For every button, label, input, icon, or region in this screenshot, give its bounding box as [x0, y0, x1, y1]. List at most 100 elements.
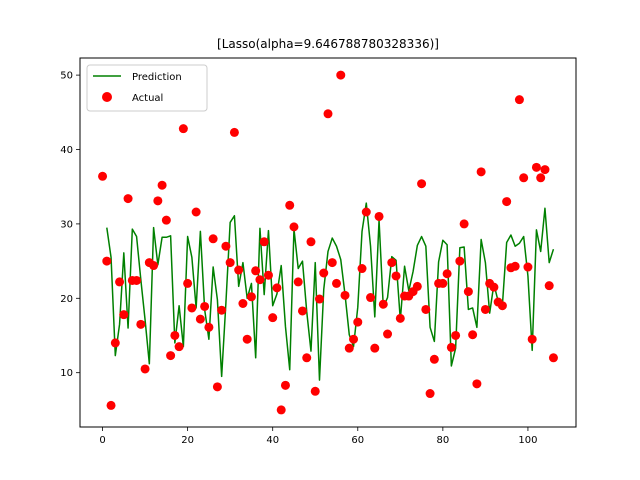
actual-point — [246, 292, 256, 302]
actual-point — [502, 197, 512, 207]
actual-point — [327, 258, 337, 268]
actual-point — [383, 329, 393, 339]
actual-point — [366, 293, 376, 303]
actual-point — [106, 400, 116, 410]
actual-point — [459, 219, 469, 229]
actual-point — [187, 303, 197, 313]
actual-point — [170, 330, 180, 340]
x-tick-label: 0 — [99, 435, 105, 446]
plot-frame — [79, 57, 577, 428]
actual-point — [429, 354, 439, 364]
actual-point — [472, 379, 482, 389]
x-tick-label: 20 — [181, 435, 194, 446]
actual-point — [463, 287, 473, 297]
actual-point — [191, 207, 201, 217]
actual-point — [132, 275, 142, 285]
actual-point — [455, 256, 465, 266]
actual-point — [468, 330, 478, 340]
actual-point — [344, 343, 354, 353]
actual-point — [340, 290, 350, 300]
y-tick-label: 50 — [60, 71, 73, 82]
x-tick-label: 60 — [351, 435, 364, 446]
actual-point — [387, 258, 397, 268]
actual-point — [195, 314, 205, 324]
ticks: 0 20 40 60 80 100 10 20 30 40 50 — [60, 71, 537, 446]
actual-point — [217, 305, 227, 315]
actual-point — [323, 109, 333, 119]
actual-point — [98, 171, 108, 181]
actual-point — [259, 237, 269, 247]
y-tick-label: 20 — [60, 294, 73, 305]
actual-point — [319, 268, 329, 278]
actual-point — [391, 271, 401, 281]
actual-point — [255, 275, 265, 285]
actual-point — [178, 124, 188, 134]
actual-point — [183, 278, 193, 288]
actual-point — [510, 261, 520, 271]
actual-point — [336, 70, 346, 80]
actual-point — [514, 95, 524, 105]
actual-point — [480, 304, 490, 314]
actual-point — [280, 380, 290, 390]
x-tick-label: 100 — [518, 435, 537, 446]
actual-point — [332, 278, 342, 288]
actual-point — [102, 256, 112, 266]
actual-point — [349, 334, 359, 344]
prediction-line — [106, 202, 555, 381]
actual-point — [221, 241, 231, 251]
actual-point — [238, 299, 248, 308]
actual-point — [378, 299, 388, 309]
actual-point — [451, 330, 461, 340]
actual-point — [438, 278, 448, 288]
actual-point — [234, 265, 244, 275]
actual-point — [115, 277, 125, 287]
actual-point — [119, 310, 129, 320]
actual-point — [310, 386, 320, 396]
actual-series — [98, 70, 558, 415]
actual-point — [285, 200, 295, 210]
actual-point — [523, 262, 533, 272]
actual-point — [297, 306, 307, 316]
actual-point — [149, 261, 159, 271]
actual-point — [200, 301, 210, 311]
legend-prediction-label: Prediction — [132, 72, 182, 83]
actual-point — [251, 266, 261, 276]
legend: Prediction Actual — [86, 64, 208, 112]
x-tick-label: 80 — [436, 435, 449, 446]
actual-point — [110, 338, 120, 348]
actual-point — [123, 194, 133, 204]
actual-point — [446, 342, 456, 352]
actual-point — [276, 405, 286, 415]
actual-point — [544, 281, 554, 291]
actual-point — [442, 269, 452, 279]
actual-point — [536, 173, 546, 183]
actual-point — [212, 382, 222, 392]
actual-point — [527, 334, 537, 344]
legend-actual-label: Actual — [132, 93, 163, 104]
actual-point — [140, 364, 150, 374]
actual-point — [136, 319, 146, 329]
actual-point — [153, 196, 163, 206]
actual-point — [272, 283, 282, 293]
actual-point — [374, 211, 384, 221]
actual-point — [229, 127, 239, 137]
y-tick-label: 30 — [60, 219, 73, 230]
actual-point — [425, 389, 435, 399]
actual-point — [166, 351, 176, 361]
actual-point — [174, 342, 184, 352]
actual-point — [497, 301, 507, 311]
chart-title: [Lasso(alpha=9.646788780328336)] — [217, 37, 439, 51]
actual-point — [293, 277, 303, 287]
x-tick-label: 40 — [266, 435, 279, 446]
actual-point — [531, 162, 541, 172]
actual-point — [476, 167, 486, 177]
actual-point — [519, 173, 529, 183]
actual-point — [204, 322, 214, 332]
actual-point — [548, 353, 558, 363]
actual-point — [157, 180, 167, 190]
actual-point — [417, 179, 427, 189]
y-tick-label: 40 — [60, 145, 73, 156]
actual-point — [289, 222, 299, 232]
plot-area — [80, 58, 576, 427]
